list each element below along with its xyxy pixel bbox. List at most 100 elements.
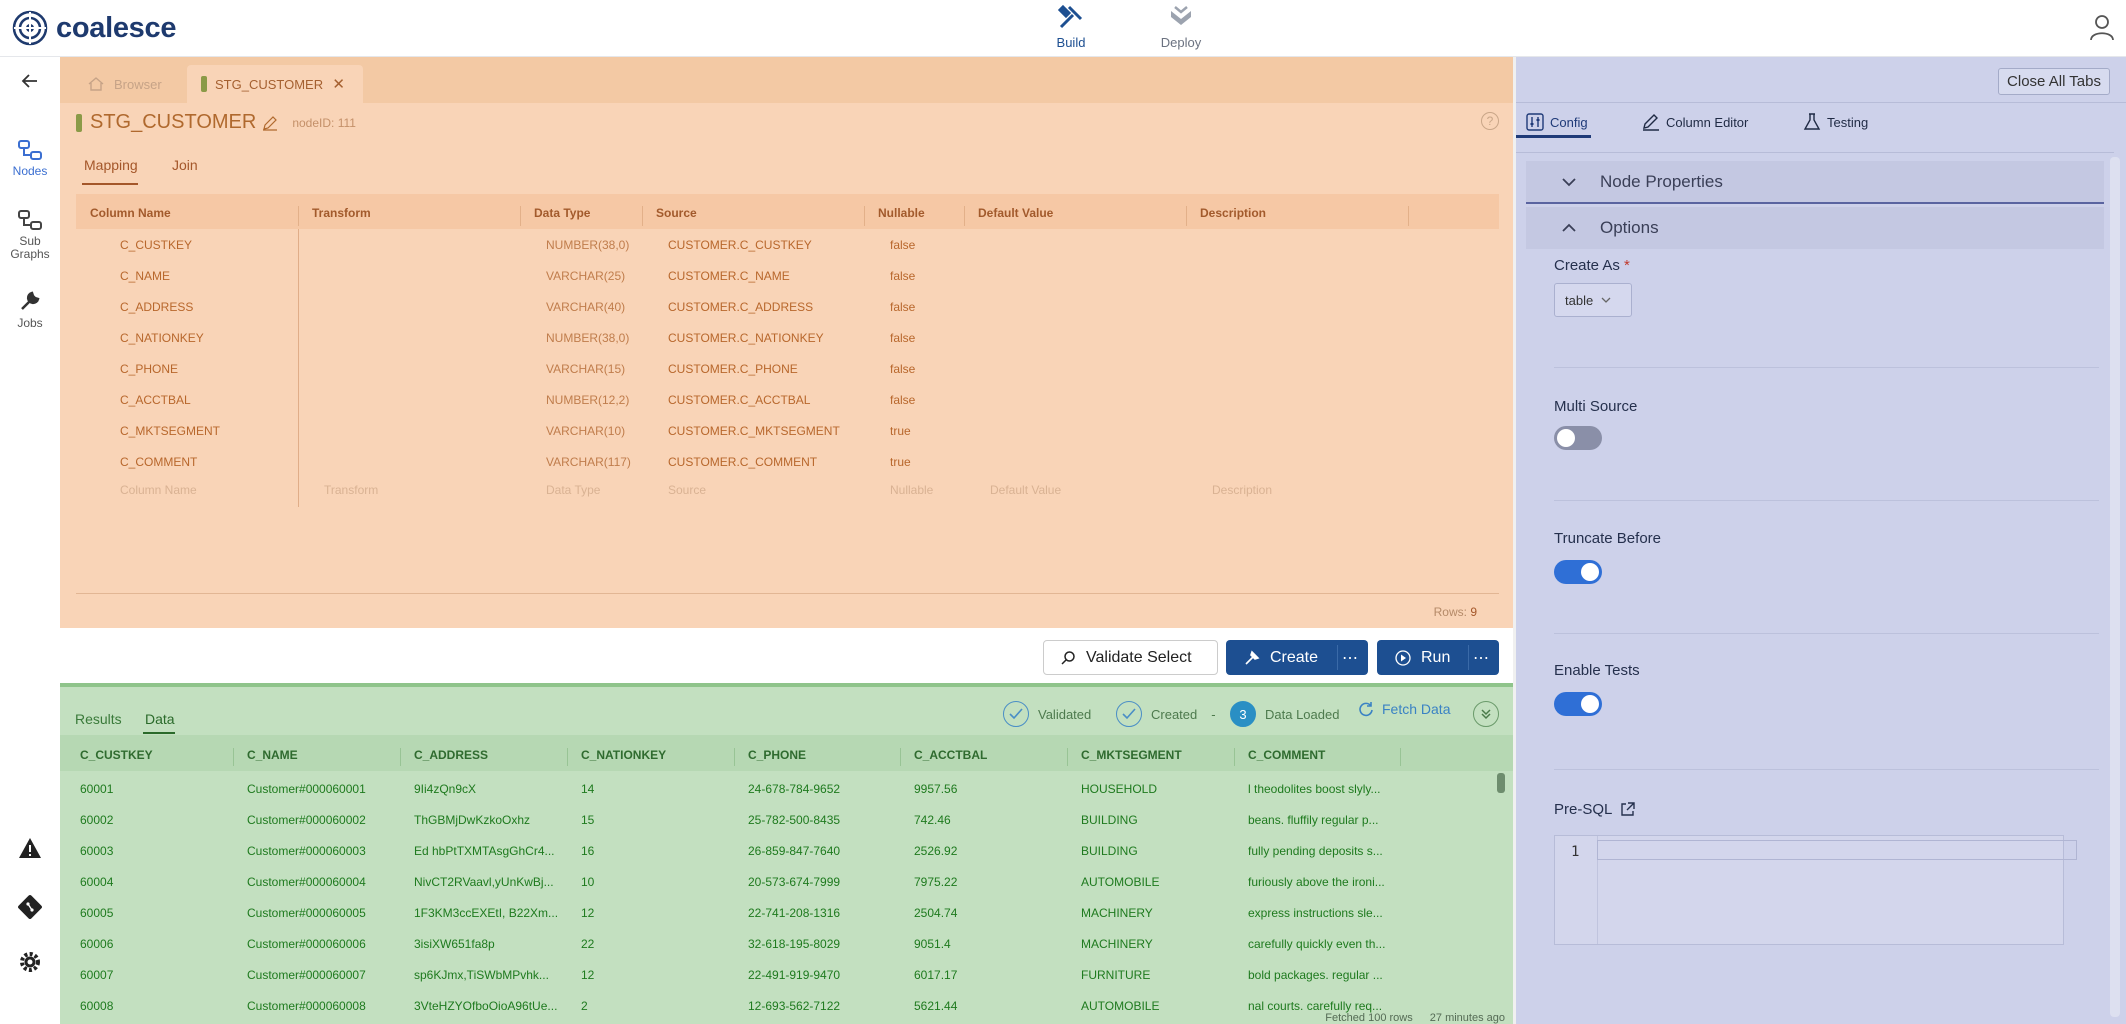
- table-row[interactable]: C_CUSTKEY NUMBER(38,0) CUSTOMER.C_CUSTKEY f…: [76, 229, 1499, 260]
- create-button[interactable]: Create ⋯: [1226, 640, 1368, 675]
- col-header-nullable[interactable]: Nullable: [878, 206, 925, 220]
- table-row[interactable]: 60006 Customer#000060006 3isiXW651fa8p 22 32…: [60, 928, 1500, 959]
- cell-c-nationkey: 15: [581, 813, 595, 827]
- close-all-tabs-button[interactable]: Close All Tabs: [1998, 68, 2110, 95]
- config-panel: Close All Tabs Config Column Editor Test…: [1513, 57, 2126, 1024]
- sidebar-item-nodes[interactable]: Nodes: [0, 139, 60, 178]
- close-icon[interactable]: ✕: [332, 76, 345, 93]
- create-as-select[interactable]: table: [1554, 283, 1632, 317]
- col-header-source[interactable]: Source: [656, 206, 697, 220]
- table-row[interactable]: C_MKTSEGMENT VARCHAR(10) CUSTOMER.C_MKTSEG…: [76, 415, 1499, 446]
- tab-browser[interactable]: Browser: [74, 65, 244, 103]
- cell-column-name: C_NATIONKEY: [120, 331, 204, 345]
- col-header-c-address[interactable]: C_ADDRESS: [414, 748, 489, 762]
- status-created: Created -: [1116, 701, 1216, 727]
- table-row[interactable]: 60003 Customer#000060003 Ed hbPtTXMTAsgGhC…: [60, 835, 1500, 866]
- section-options[interactable]: Options: [1526, 207, 2104, 249]
- cell-c-comment: carefully quickly even th...: [1248, 937, 1386, 951]
- table-row[interactable]: C_PHONE VARCHAR(15) CUSTOMER.C_PHONE false: [76, 353, 1499, 384]
- cell-c-comment: l theodolites boost slyly...: [1248, 782, 1381, 796]
- fetch-data-button[interactable]: Fetch Data: [1358, 701, 1450, 717]
- config-scrollbar[interactable]: [2110, 157, 2120, 1017]
- cell-c-name: Customer#000060004: [247, 875, 366, 889]
- multi-source-toggle[interactable]: [1554, 426, 1602, 450]
- pencil-icon[interactable]: [262, 115, 278, 131]
- section-node-properties[interactable]: Node Properties: [1526, 161, 2104, 203]
- pre-sql-editor[interactable]: 1: [1554, 835, 2077, 945]
- col-header-description[interactable]: Description: [1200, 206, 1267, 220]
- chevron-up-icon: [1562, 223, 1576, 232]
- nav-deploy[interactable]: Deploy: [1141, 3, 1221, 50]
- col-header-c-name[interactable]: C_NAME: [247, 748, 298, 762]
- app-logo[interactable]: coalesce: [12, 10, 176, 46]
- help-icon[interactable]: ?: [1481, 112, 1499, 130]
- subtab-mapping[interactable]: Mapping: [82, 157, 138, 185]
- sidebar-subgraphs-label-2: Graphs: [10, 247, 50, 261]
- cell-c-address: Ed hbPtTXMTAsgGhCr4...: [414, 844, 555, 858]
- table-row[interactable]: 60004 Customer#000060004 NivCT2RVaavl,yUnK…: [60, 866, 1500, 897]
- truncate-before-toggle[interactable]: [1554, 560, 1602, 584]
- cell-c-comment: express instructions sle...: [1248, 906, 1383, 920]
- col-header-c-mktsegment[interactable]: C_MKTSEGMENT: [1081, 748, 1182, 762]
- cell-c-address: 9Ii4zQn9cX: [414, 782, 477, 796]
- col-header-c-custkey[interactable]: C_CUSTKEY: [80, 748, 153, 762]
- git-icon: [18, 895, 42, 919]
- table-row[interactable]: 60001 Customer#000060001 9Ii4zQn9cX 14 24-67…: [60, 773, 1500, 804]
- validate-select-button[interactable]: Validate Select: [1043, 640, 1218, 675]
- table-row[interactable]: C_NATIONKEY NUMBER(38,0) CUSTOMER.C_NATION…: [76, 322, 1499, 353]
- cell-c-phone: 12-693-562-7122: [748, 999, 841, 1013]
- run-button[interactable]: Run ⋯: [1377, 640, 1499, 675]
- truncate-before-label: Truncate Before: [1554, 530, 1661, 547]
- sidebar-item-jobs[interactable]: Jobs: [0, 289, 60, 330]
- external-link-icon[interactable]: [1620, 802, 1636, 817]
- subtab-join[interactable]: Join: [172, 157, 198, 173]
- table-row-placeholder[interactable]: Column Name Transform Data Type Source N…: [76, 474, 1499, 505]
- tab-data[interactable]: Data: [143, 711, 175, 734]
- tab-stg-customer[interactable]: STG_CUSTOMER ✕: [187, 65, 363, 103]
- tab-config[interactable]: Config: [1516, 113, 1591, 138]
- sidebar-alerts-button[interactable]: [0, 837, 60, 859]
- table-row[interactable]: C_COMMENT VARCHAR(117) CUSTOMER.C_COMMENT t…: [76, 446, 1499, 477]
- fetched-time-label: 27 minutes ago: [1429, 1012, 1505, 1024]
- hammer-icon: [1245, 650, 1260, 665]
- col-header-c-acctbal[interactable]: C_ACCTBAL: [914, 748, 988, 762]
- col-header-column-name[interactable]: Column Name: [90, 206, 171, 220]
- user-avatar[interactable]: [2088, 13, 2116, 46]
- col-header-c-phone[interactable]: C_PHONE: [748, 748, 807, 762]
- vertical-scrollbar[interactable]: [1497, 773, 1505, 793]
- table-row[interactable]: 60005 Customer#000060005 1F3KM3ccEXEtI, B2…: [60, 897, 1500, 928]
- table-row[interactable]: 60007 Customer#000060007 sp6KJmx,TiSWbMPvh…: [60, 959, 1500, 990]
- cell-source: CUSTOMER.C_ADDRESS: [668, 300, 814, 314]
- sidebar-back-button[interactable]: [0, 71, 60, 91]
- table-row[interactable]: C_NAME VARCHAR(25) CUSTOMER.C_NAME false: [76, 260, 1499, 291]
- sidebar-settings-button[interactable]: [0, 950, 60, 974]
- col-header-transform[interactable]: Transform: [312, 206, 371, 220]
- table-row[interactable]: 60002 Customer#000060002 ThGBMjDwKzkoOxhz 1…: [60, 804, 1500, 835]
- node-title: STG_CUSTOMER nodeID: 111: [76, 111, 356, 134]
- table-row[interactable]: C_ADDRESS VARCHAR(40) CUSTOMER.C_ADDRESS fa…: [76, 291, 1499, 322]
- enable-tests-toggle[interactable]: [1554, 692, 1602, 716]
- refresh-icon: [1359, 702, 1373, 717]
- col-header-c-nationkey[interactable]: C_NATIONKEY: [581, 748, 667, 762]
- col-header-default-value[interactable]: Default Value: [978, 206, 1054, 220]
- cell-c-address: 1F3KM3ccEXEtI, B22Xm...: [414, 906, 559, 920]
- deploy-icon: [1171, 6, 1191, 25]
- active-tab-underline: [1516, 135, 1591, 138]
- nav-build[interactable]: Build: [1031, 3, 1111, 50]
- col-header-data-type[interactable]: Data Type: [534, 206, 591, 220]
- node-name: STG_CUSTOMER: [90, 111, 257, 133]
- cell-c-custkey: 60003: [80, 844, 114, 858]
- table-row[interactable]: C_ACCTBAL NUMBER(12,2) CUSTOMER.C_ACCTBAL f…: [76, 384, 1499, 415]
- sidebar-item-subgraphs[interactable]: Sub Graphs: [0, 209, 60, 261]
- table-row[interactable]: 60008 Customer#000060008 3VteHZYOfboOioA96…: [60, 990, 1500, 1021]
- col-header-c-comment[interactable]: C_COMMENT: [1248, 748, 1326, 762]
- run-more-icon[interactable]: ⋯: [1473, 649, 1489, 667]
- step-number-badge: 3: [1230, 701, 1256, 727]
- create-more-icon[interactable]: ⋯: [1342, 649, 1358, 667]
- collapse-panel-button[interactable]: [1473, 701, 1499, 727]
- tab-testing[interactable]: Testing: [1803, 113, 1868, 131]
- tab-column-editor[interactable]: Column Editor: [1642, 113, 1748, 131]
- wrench-icon: [21, 291, 40, 310]
- tab-results[interactable]: Results: [75, 711, 122, 727]
- sidebar-git-button[interactable]: [0, 895, 60, 919]
